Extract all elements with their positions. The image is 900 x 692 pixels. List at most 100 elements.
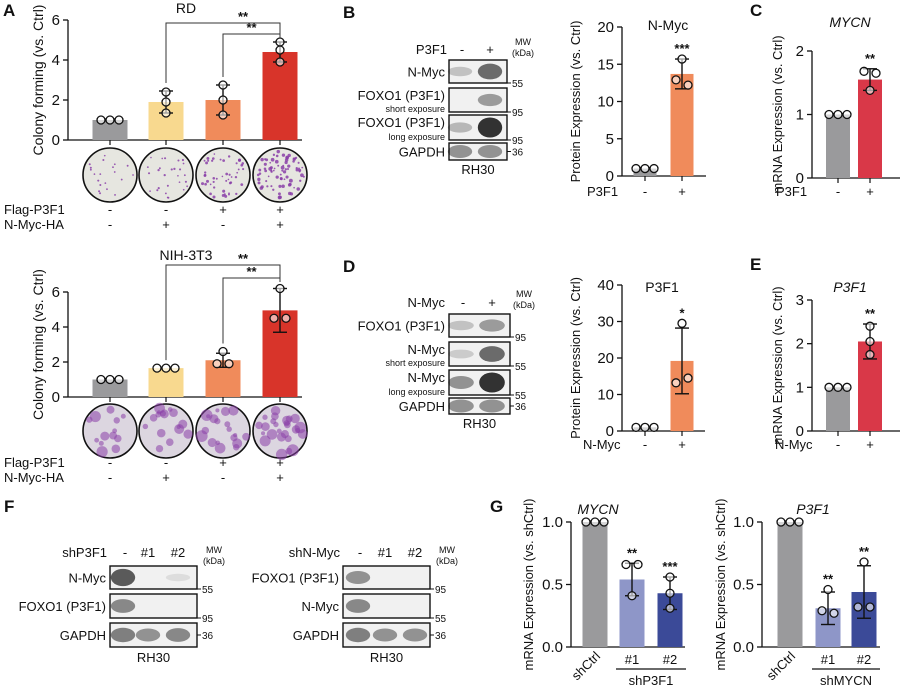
colony (183, 429, 193, 439)
colony (236, 171, 239, 174)
y-tick-label: 10 (597, 94, 614, 111)
data-point (833, 109, 843, 120)
x-category-label: shCtrl (764, 648, 799, 683)
mw-marker-value: 36 (512, 148, 524, 159)
blot-row-label: GAPDH (399, 399, 445, 414)
colony (270, 185, 273, 188)
condition-value: + (162, 217, 170, 232)
colony (269, 166, 273, 170)
colony (165, 438, 174, 446)
data-point (275, 57, 285, 67)
mw-unit-label: (kDa) (512, 48, 534, 58)
colony (230, 434, 238, 442)
condition-value: - (221, 470, 225, 485)
y-tick-label: 0 (796, 170, 804, 187)
colony (214, 418, 221, 425)
blot-row-label: FOXO1 (P3F1) (252, 571, 339, 586)
colony (295, 166, 298, 170)
y-tick-label: 3 (796, 292, 804, 309)
protein-band (345, 599, 371, 613)
colony (258, 168, 262, 172)
colony (156, 189, 159, 192)
colony (166, 196, 169, 199)
colony (178, 419, 188, 429)
colony-plate-image (138, 402, 194, 459)
colony (283, 178, 286, 181)
colony (99, 192, 102, 195)
colony (277, 192, 281, 196)
colony (272, 188, 275, 191)
condition-value: + (276, 202, 284, 217)
colony (157, 187, 160, 190)
bar (582, 522, 608, 647)
protein-band (448, 399, 474, 413)
data-point (824, 109, 834, 120)
y-tick-label: 0 (606, 168, 614, 185)
colony (183, 174, 186, 177)
chart-title: P3F1 (833, 279, 866, 295)
colony (275, 175, 279, 179)
lane-label: #2 (171, 545, 185, 560)
panel-letter-f: F (4, 497, 14, 516)
mw-marker-value: 55 (435, 614, 447, 625)
data-point (152, 363, 162, 373)
colony (301, 166, 304, 169)
colony (265, 180, 268, 183)
colony (240, 163, 244, 167)
cell-line-caption: RH30 (137, 650, 170, 665)
colony (214, 442, 226, 454)
significance-label: ** (246, 20, 257, 35)
data-point (871, 68, 881, 78)
colony (296, 187, 300, 191)
protein-band (110, 599, 136, 613)
blot-row-label: N-Myc (407, 342, 445, 357)
y-axis-label: mRNA Expression (vs. Ctrl) (770, 286, 785, 444)
colony (158, 167, 161, 170)
mw-marker-value: 95 (512, 108, 524, 119)
y-tick-label: 10 (597, 387, 614, 404)
mw-marker-value: 55 (515, 391, 527, 402)
y-tick-label: 4 (52, 52, 60, 69)
significance-label: ** (246, 264, 257, 279)
protein-band (345, 571, 371, 584)
protein-band (165, 573, 191, 582)
blot-strip (342, 593, 431, 619)
bar-chart-1: RD Colony forming (vs. Ctrl) 0 2 4 6 **** Flag-… (4, 0, 308, 232)
colony (294, 156, 298, 159)
data-point (114, 115, 124, 125)
colony (225, 179, 228, 182)
mw-unit-label: (kDa) (203, 556, 225, 566)
colony (120, 178, 123, 181)
bar-chart-3: N-Myc Protein Expression (vs. Ctrl) 0 5 10 15… (568, 17, 706, 199)
bar (826, 387, 850, 431)
colony (220, 406, 231, 416)
colony (258, 172, 262, 175)
x-category-label: shCtrl (569, 648, 604, 683)
y-tick-label: 0.5 (733, 577, 754, 594)
mw-marker-value: 95 (202, 614, 214, 625)
lane-label: + (486, 42, 494, 57)
data-point (665, 588, 675, 598)
colony (112, 428, 118, 434)
data-point (833, 382, 843, 392)
colony (215, 408, 220, 413)
data-point (776, 517, 786, 527)
condition-label: N-Myc (583, 437, 621, 452)
y-tick-label: 6 (52, 12, 60, 29)
data-point (842, 109, 852, 120)
panel-letter-b: B (343, 3, 355, 22)
bar (262, 52, 298, 140)
colony (282, 170, 287, 174)
y-tick-label: 2 (52, 354, 60, 371)
chart-title: P3F1 (645, 279, 679, 295)
colony (295, 168, 299, 172)
colony (227, 178, 230, 181)
protein-band (165, 628, 191, 642)
blot-row-sublabel: short exposure (385, 104, 445, 114)
condition-value: - (108, 470, 112, 485)
data-point (785, 517, 795, 527)
colony (182, 188, 185, 191)
